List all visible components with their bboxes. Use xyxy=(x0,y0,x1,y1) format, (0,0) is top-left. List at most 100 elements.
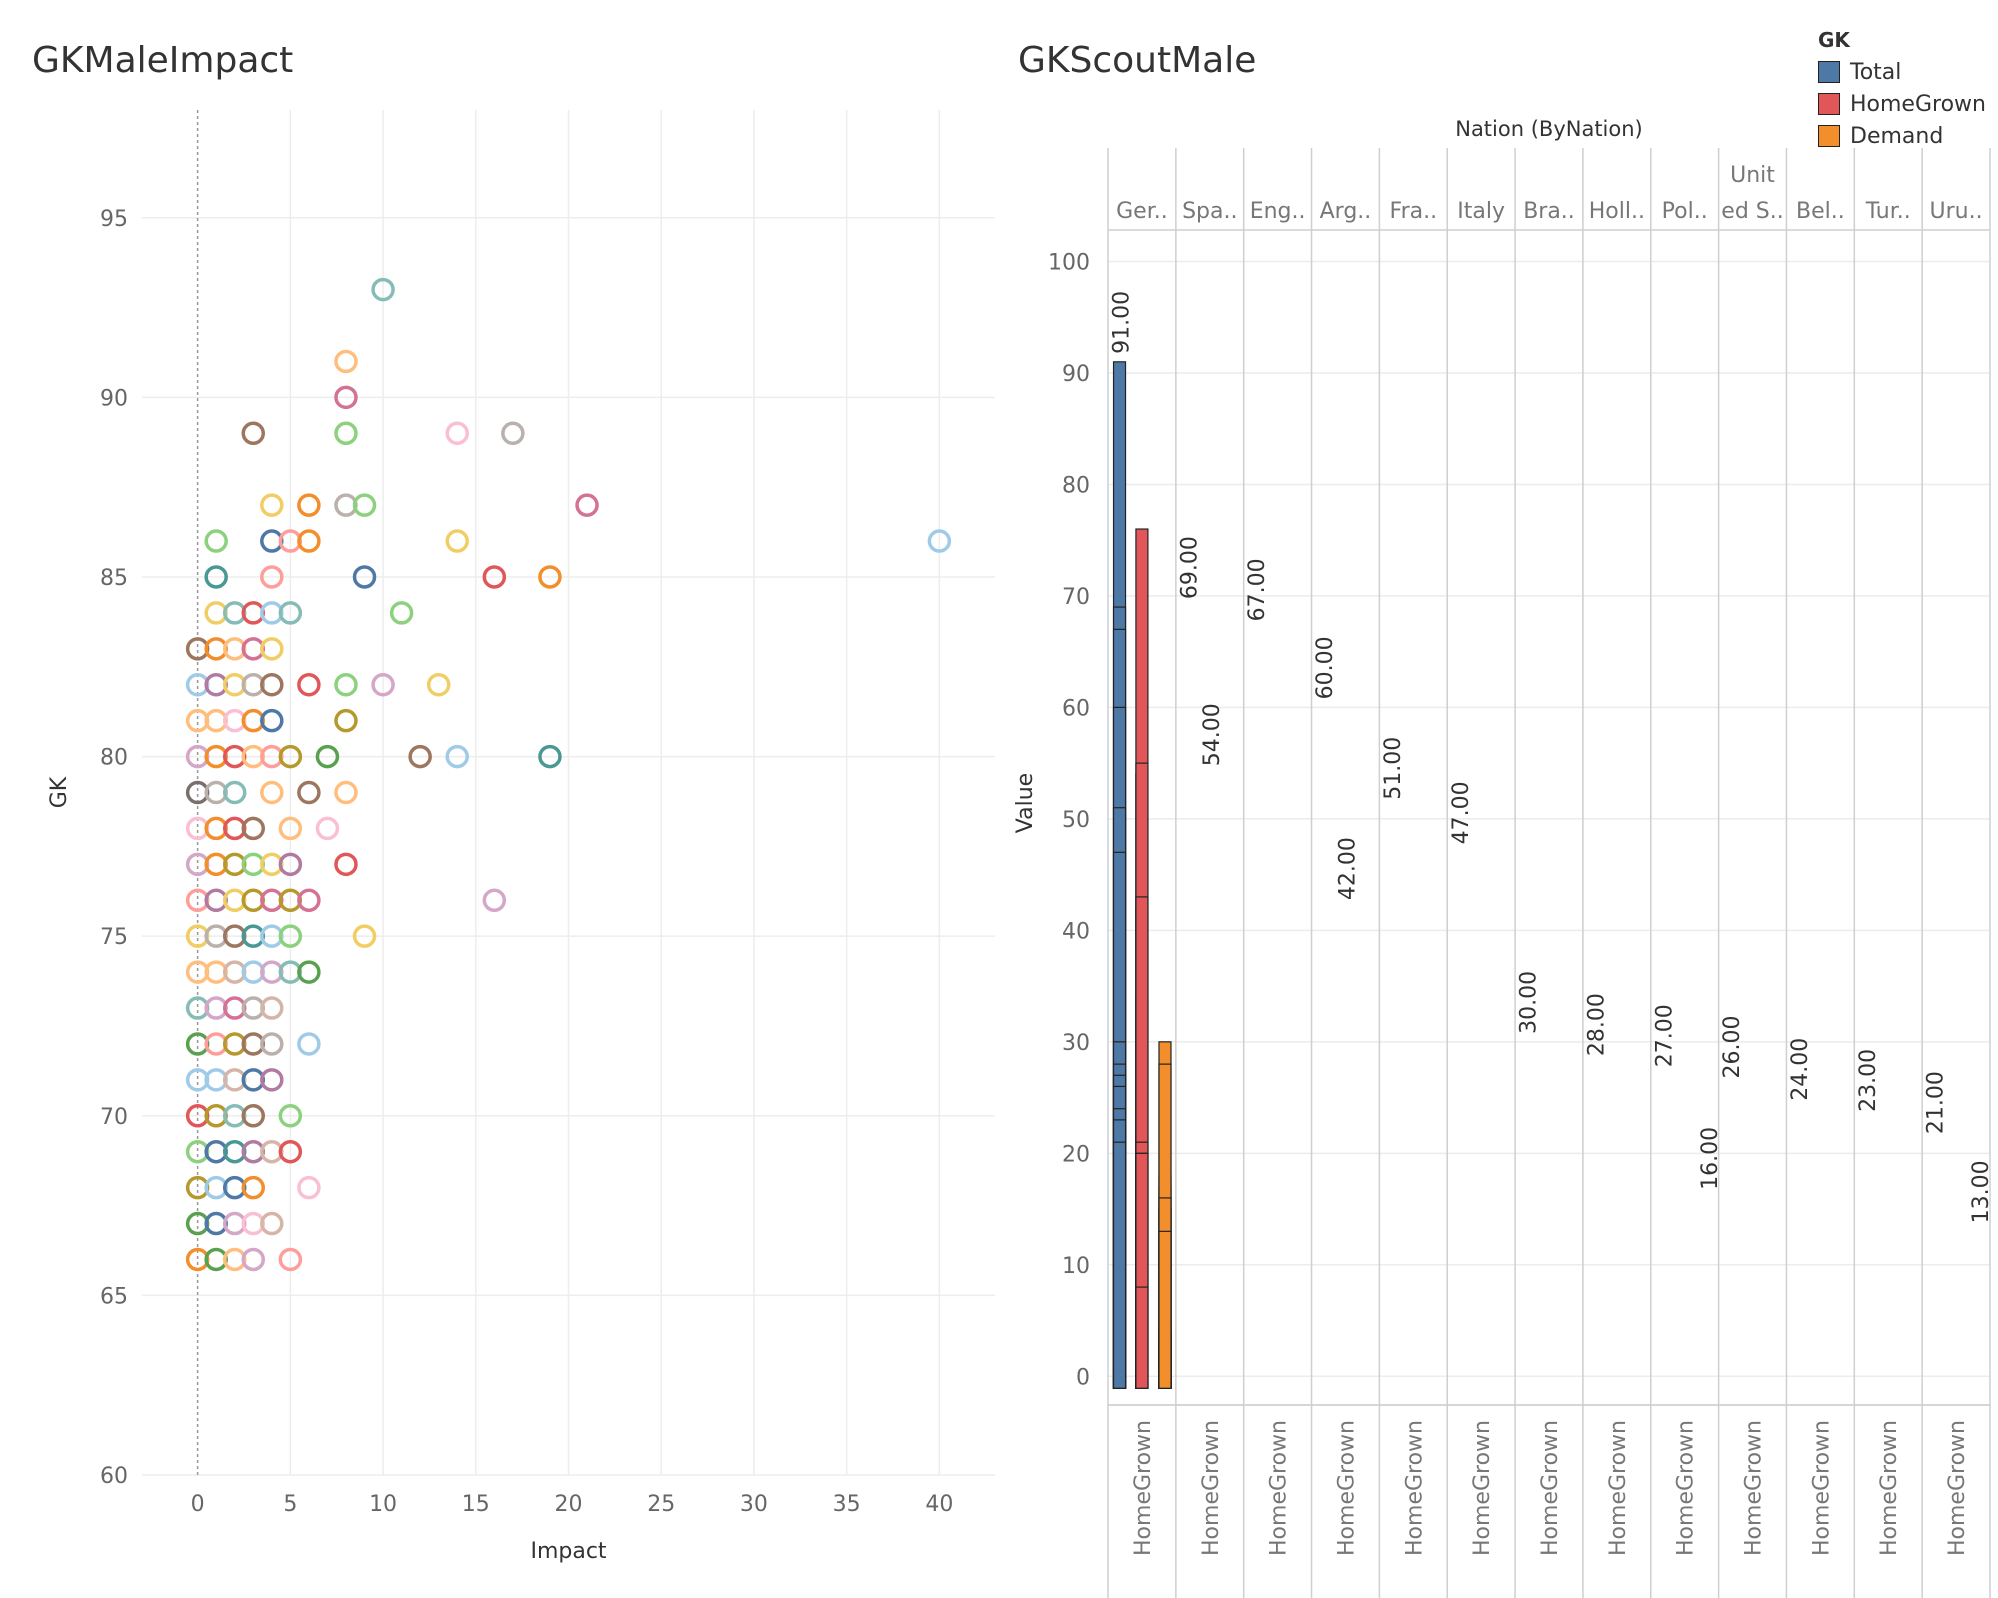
x-tick-label: 35 xyxy=(833,1492,861,1517)
scatter-point xyxy=(260,672,284,697)
scatter-point xyxy=(297,888,321,913)
column-header-label: Fra.. xyxy=(1390,199,1438,224)
scatter-point xyxy=(222,780,247,805)
x-sublabel: HomeGrown xyxy=(1742,1420,1767,1556)
y-axis-title: GK xyxy=(47,776,72,808)
scatter-title: GKMaleImpact xyxy=(32,40,294,81)
scatter-point xyxy=(426,672,451,697)
y-tick-label: 100 xyxy=(1048,250,1090,275)
bar-demand xyxy=(1158,1230,1172,1389)
data-label: 27.00 xyxy=(1652,1004,1677,1067)
y-tick-label: 60 xyxy=(1062,696,1090,721)
data-label: 67.00 xyxy=(1245,558,1270,621)
scatter-point xyxy=(297,1175,321,1200)
scatter-point xyxy=(334,780,358,805)
legend-item-total[interactable]: Total xyxy=(1818,56,1986,88)
y-tick-label: 90 xyxy=(1062,362,1090,387)
y-tick-label: 60 xyxy=(100,1464,128,1489)
scatter-point xyxy=(241,1175,266,1200)
scatter-point xyxy=(204,565,228,589)
scatter-point xyxy=(445,421,469,446)
scatter-point xyxy=(445,744,469,769)
scatter-point xyxy=(334,421,358,446)
x-sublabel: HomeGrown xyxy=(1402,1420,1427,1556)
data-label: 42.00 xyxy=(1335,837,1360,900)
scatter-point xyxy=(538,744,562,769)
y-tick-label: 40 xyxy=(1062,919,1090,944)
data-label: 91.00 xyxy=(1110,291,1135,354)
scatter-point xyxy=(297,1032,321,1056)
legend-swatch-total xyxy=(1818,61,1840,83)
scatter-point xyxy=(371,672,395,697)
x-tick-label: 30 xyxy=(740,1492,768,1517)
scatter-point xyxy=(389,601,414,625)
column-header-label: Pol.. xyxy=(1662,199,1708,224)
x-sublabel: HomeGrown xyxy=(1267,1420,1292,1556)
column-header-label: Ger.. xyxy=(1116,199,1168,224)
x-sublabel: HomeGrown xyxy=(1334,1420,1359,1556)
y-tick-label: 80 xyxy=(100,746,128,771)
legend-label-homegrown: HomeGrown xyxy=(1850,91,1986,117)
scatter-point xyxy=(278,1104,303,1128)
scatter-point xyxy=(260,1032,284,1056)
data-label: 69.00 xyxy=(1177,536,1202,599)
x-sublabel: HomeGrown xyxy=(1877,1420,1902,1556)
scatter-point xyxy=(241,421,266,446)
y-tick-label: 0 xyxy=(1076,1365,1090,1390)
x-sublabel: HomeGrown xyxy=(1538,1420,1563,1556)
data-label: 47.00 xyxy=(1449,781,1474,844)
scatter-point xyxy=(501,421,525,446)
bar-homegrown xyxy=(1135,1286,1149,1389)
scatter-point xyxy=(297,780,321,805)
y-axis-title: Value xyxy=(1013,773,1038,833)
scatter-point xyxy=(260,493,284,517)
bar-title: GKScoutMale xyxy=(1018,40,1257,81)
y-tick-label: 80 xyxy=(1062,473,1090,498)
y-tick-label: 10 xyxy=(1062,1254,1090,1279)
y-tick-label: 65 xyxy=(100,1284,128,1309)
scatter-point xyxy=(334,852,358,877)
scatter-point xyxy=(260,1068,284,1092)
y-tick-label: 75 xyxy=(100,925,128,950)
column-header-label: Uru.. xyxy=(1930,199,1983,224)
column-header-label: Arg.. xyxy=(1320,199,1372,224)
legend-item-demand[interactable]: Demand xyxy=(1818,120,1986,152)
scatter-point xyxy=(278,852,303,877)
scatter-point xyxy=(297,960,321,984)
scatter-point xyxy=(297,493,321,517)
scatter-point xyxy=(334,672,358,697)
x-tick-label: 0 xyxy=(191,1492,205,1517)
legend-swatch-demand xyxy=(1818,125,1840,147)
bar-total xyxy=(1112,1141,1127,1389)
scatter-point xyxy=(538,565,562,589)
scatter-point xyxy=(260,996,284,1020)
scatter-point xyxy=(278,601,303,625)
scatter-point xyxy=(334,349,358,374)
x-sublabel: HomeGrown xyxy=(1199,1420,1224,1556)
data-label: 54.00 xyxy=(1200,703,1225,766)
scatter-point xyxy=(927,529,952,553)
scatter-point xyxy=(297,672,321,697)
scatter-chart: 60 65 70 75 80 85 90 95 0 5 10 15 20 25 30 35 40 Impact GK xyxy=(47,110,995,1564)
column-header-label: Bra.. xyxy=(1523,199,1575,224)
scatter-point xyxy=(260,1211,284,1236)
x-sublabel: HomeGrown xyxy=(1131,1420,1156,1556)
scatter-point xyxy=(278,1247,303,1272)
x-tick-label: 40 xyxy=(925,1492,953,1517)
scatter-point xyxy=(315,744,340,769)
y-tick-label: 70 xyxy=(1062,585,1090,610)
data-label: 24.00 xyxy=(1788,1038,1813,1101)
x-tick-label: 5 xyxy=(283,1492,297,1517)
data-label: 16.00 xyxy=(1698,1127,1723,1190)
legend-label-demand: Demand xyxy=(1850,123,1944,149)
y-tick-label: 50 xyxy=(1062,808,1090,833)
x-tick-label: 10 xyxy=(369,1492,397,1517)
data-label: 51.00 xyxy=(1381,737,1406,800)
y-tick-label: 90 xyxy=(100,386,128,411)
y-tick-label: 95 xyxy=(100,207,128,232)
scatter-point xyxy=(204,529,228,553)
legend-item-homegrown[interactable]: HomeGrown xyxy=(1818,88,1986,120)
column-header-label: ed S.. xyxy=(1721,199,1783,224)
scatter-point xyxy=(297,529,321,553)
scatter-point xyxy=(445,529,469,553)
